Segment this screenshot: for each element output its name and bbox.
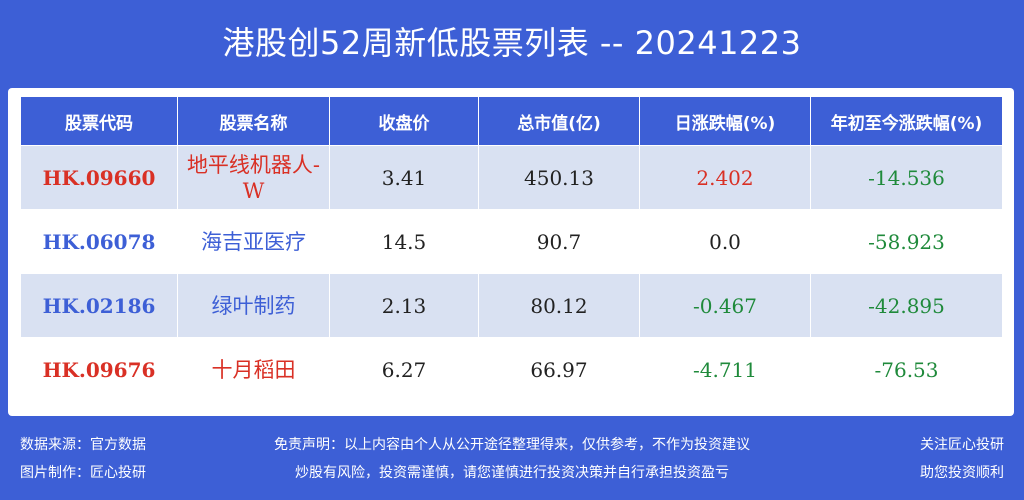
stock-table: 股票代码 股票名称 收盘价 总市值(亿) 日涨跌幅(%) 年初至今涨跌幅(%) … [20, 96, 1003, 402]
image-maker-text: 图片制作：匠心投研 [20, 465, 146, 481]
risk-warning-text: 炒股有风险，投资需谨慎，请您谨慎进行投资决策并自行承担投资盈亏 [295, 465, 729, 481]
stock-name-cell: 地平线机器人-W [177, 145, 330, 210]
ytd-change-cell: -76.53 [810, 337, 1003, 402]
market-cap-cell: 80.12 [478, 273, 640, 338]
market-cap-cell: 66.97 [478, 337, 640, 402]
ytd-change-cell: -42.895 [810, 273, 1003, 338]
day-change-cell: 2.402 [639, 145, 811, 210]
stock-code-cell: HK.09660 [20, 145, 178, 210]
header-ytd-change: 年初至今涨跌幅(%) [810, 96, 1003, 146]
table-panel: 股票代码 股票名称 收盘价 总市值(亿) 日涨跌幅(%) 年初至今涨跌幅(%) … [8, 88, 1014, 416]
close-price-cell: 14.5 [329, 209, 479, 274]
page-title: 港股创52周新低股票列表 -- 20241223 [222, 24, 802, 62]
close-price-cell: 6.27 [329, 337, 479, 402]
market-cap-cell: 90.7 [478, 209, 640, 274]
day-change-cell: 0.0 [639, 209, 811, 274]
market-cap-cell: 450.13 [478, 145, 640, 210]
header-day-change: 日涨跌幅(%) [639, 96, 811, 146]
table-row: HK.02186 绿叶制药 2.13 80.12 -0.467 -42.895 [20, 273, 1003, 338]
table-row: HK.06078 海吉亚医疗 14.5 90.7 0.0 -58.923 [20, 209, 1003, 274]
slogan-text: 助您投资顺利 [920, 465, 1004, 481]
disclaimer-text: 免责声明：以上内容由个人从公开途径整理得来，仅供参考，不作为投资建议 [274, 437, 750, 453]
day-change-cell: -0.467 [639, 273, 811, 338]
stock-code-cell: HK.02186 [20, 273, 178, 338]
data-source-text: 数据来源：官方数据 [20, 437, 146, 453]
stock-code-cell: HK.09676 [20, 337, 178, 402]
ytd-change-cell: -14.536 [810, 145, 1003, 210]
table-header-row: 股票代码 股票名称 收盘价 总市值(亿) 日涨跌幅(%) 年初至今涨跌幅(%) [20, 96, 1003, 146]
stock-code-cell: HK.06078 [20, 209, 178, 274]
ytd-change-cell: -58.923 [810, 209, 1003, 274]
header-stock-code: 股票代码 [20, 96, 178, 146]
stock-name-cell: 十月稻田 [177, 337, 330, 402]
day-change-cell: -4.711 [639, 337, 811, 402]
header-stock-name: 股票名称 [177, 96, 330, 146]
table-row: HK.09660 地平线机器人-W 3.41 450.13 2.402 -14.… [20, 145, 1003, 210]
header-close-price: 收盘价 [329, 96, 479, 146]
close-price-cell: 2.13 [329, 273, 479, 338]
stock-name-cell: 海吉亚医疗 [177, 209, 330, 274]
table-row: HK.09676 十月稻田 6.27 66.97 -4.711 -76.53 [20, 337, 1003, 402]
close-price-cell: 3.41 [329, 145, 479, 210]
stock-name-cell: 绿叶制药 [177, 273, 330, 338]
follow-text: 关注匠心投研 [920, 437, 1004, 453]
header-market-cap: 总市值(亿) [478, 96, 640, 146]
